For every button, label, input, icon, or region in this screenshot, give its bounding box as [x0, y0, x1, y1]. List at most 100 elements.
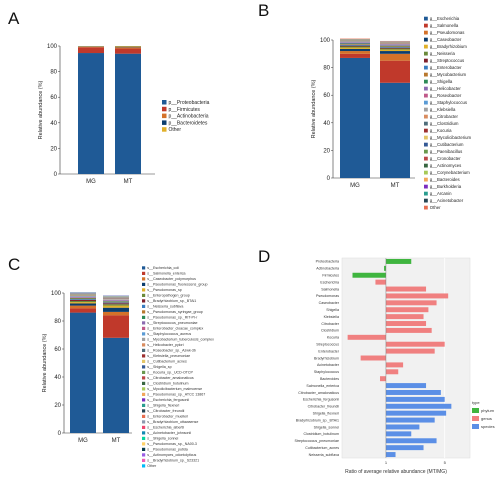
panel-label-c: C [8, 255, 20, 274]
legend-label: s__Staphylococcus_aureus [147, 332, 191, 336]
bar-segment [78, 47, 104, 54]
bar-segment [380, 51, 410, 54]
legend-swatch [424, 114, 428, 119]
category-label: Shigella [326, 308, 339, 312]
legend-label: s__Escherichia_fergusonii [147, 398, 189, 402]
legend-label: Other [147, 464, 157, 468]
legend-swatch [424, 156, 428, 161]
legend-swatch [142, 348, 146, 352]
ratio-bar [385, 314, 424, 320]
ratio-bar [385, 424, 420, 430]
bar-segment [78, 46, 104, 48]
legend-label: s__Bradyrhizobium_ottawaense [147, 420, 198, 424]
chart-panel-a: 0 20 40 60 80 100 Relative abundance (%) MG MT p_… [38, 44, 210, 185]
ratio-bar [385, 403, 452, 409]
legend-label: g__Bacteroides [430, 177, 460, 182]
ratio-bar [384, 265, 386, 271]
bar-segment [340, 51, 370, 54]
bar-segment [340, 47, 370, 49]
legend-swatch [424, 30, 428, 35]
legend-swatch [424, 100, 428, 105]
ratio-bar [385, 445, 424, 451]
category-label: Neisseria_subflava [309, 453, 339, 457]
ratio-bar [385, 383, 427, 389]
x-axis-title: Ratio of average relative abundance (MT/… [345, 469, 447, 475]
legend-swatch [142, 436, 146, 440]
legend-swatch [424, 198, 428, 203]
chart-panel-d: Proteobacteria Actinobacteria Firmicutes Es… [294, 257, 495, 475]
legend-label: genus [481, 416, 492, 421]
legend-label: g__Mycolicibacterium [430, 135, 472, 140]
legend-label: g__Cutibacterium [430, 142, 464, 147]
legend-label: p__Firmicutes [169, 107, 201, 113]
legend-label: s__Kocuria_sp._UCD-OTCP [147, 371, 193, 375]
bar-segment [380, 47, 410, 49]
legend-label: g__Roseobacter [430, 93, 462, 98]
legend-label: g__Staphylococcus [430, 100, 467, 105]
legend-label: g__Klebsiella [430, 107, 456, 112]
legend-label: s__Enterobacter_cloacae_complex [147, 327, 203, 331]
legend-swatch [142, 277, 146, 281]
y-axis-title: Relative abundance (%) [42, 333, 48, 392]
ratio-bar [347, 334, 386, 340]
legend-label: g__Burkholderia [430, 184, 462, 189]
bar-segment [115, 46, 141, 47]
bar-segment [380, 53, 410, 61]
legend-label: species [481, 424, 495, 429]
legend-swatch [424, 37, 428, 42]
ratio-bar [385, 293, 449, 299]
bar-segment [103, 300, 129, 302]
category-label: Streptococcus_pneumoniae [294, 439, 339, 443]
legend-label: s__Salmonella_enterica [147, 272, 185, 276]
bar-segment [380, 46, 410, 48]
category-label: Shigella_sonnei [314, 425, 340, 429]
category-label: Enterobacter [318, 349, 339, 353]
bar-segment [70, 303, 96, 306]
legend-swatch [142, 315, 146, 319]
legend-label: s__Shigella_flexneri [147, 404, 179, 408]
y-tick-label: 40 [50, 121, 57, 127]
legend-label: s__Streptococcus_pneumoniae [147, 321, 197, 325]
bar-segment [70, 297, 96, 299]
legend-label: g__Arcanin [430, 191, 452, 196]
legend-label: g__Helicobacter [430, 86, 462, 91]
legend-swatch [142, 425, 146, 429]
x-tick-label: MT [112, 438, 121, 444]
bar-segment [115, 48, 141, 54]
ratio-bar [385, 369, 399, 375]
bar-segment [340, 46, 370, 48]
y-tick-label: 60 [50, 95, 57, 101]
legend-label: p__Proteobacteria [169, 100, 210, 106]
legend-label: Other [430, 205, 441, 210]
legend-swatch [424, 184, 428, 189]
legend-swatch [142, 392, 146, 396]
legend-label: s__Citrobacter_freundii [147, 409, 184, 413]
legend-swatch [142, 370, 146, 374]
legend-label: s__Helicobacter_pylori [147, 343, 184, 347]
ratio-bar [360, 355, 386, 361]
panel-label-d: D [258, 247, 270, 266]
ratio-bar [385, 300, 437, 306]
legend-swatch [142, 464, 146, 468]
ratio-bar [385, 327, 432, 333]
legend-swatch [142, 326, 146, 330]
category-label: Bacteroides [320, 377, 339, 381]
category-label: Staphylococcus [314, 370, 339, 374]
legend-swatch [424, 163, 428, 168]
legend-swatch [162, 113, 167, 119]
ratio-bar [385, 410, 447, 416]
y-tick-label: 60 [54, 347, 61, 353]
y-tick-label: 80 [323, 66, 330, 72]
legend-label: g__Clostridium [430, 121, 459, 126]
legend-swatch [162, 127, 167, 132]
ratio-bar [352, 272, 386, 278]
bar-segment [103, 337, 129, 433]
y-tick-label: 80 [50, 70, 57, 76]
y-tick-label: 20 [54, 403, 61, 409]
bar-segment [340, 44, 370, 46]
legend-swatch [142, 442, 146, 446]
y-axis-title: Relative abundance (%) [38, 80, 44, 139]
bar-segment [103, 307, 129, 312]
legend-label: g__Enterobacter [430, 65, 462, 70]
